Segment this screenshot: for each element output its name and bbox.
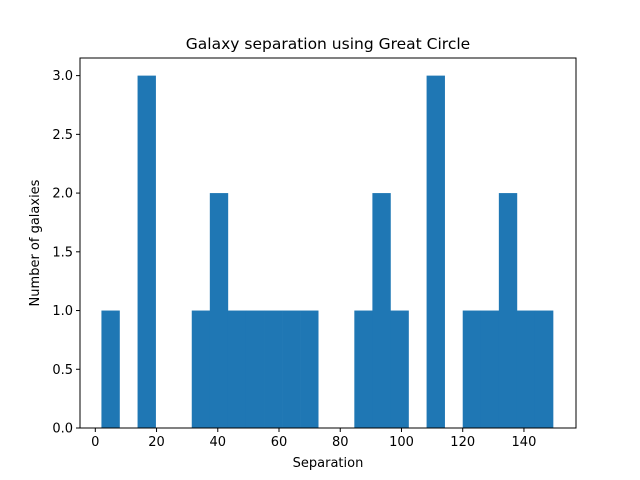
histogram-bar: [498, 193, 518, 428]
histogram-bar: [426, 75, 445, 428]
plot-frame: [79, 57, 577, 429]
histogram-bar: [137, 75, 156, 428]
x-axis-ticks: 0 20 40 60 80 100 120 140: [91, 428, 536, 450]
histogram-bar: [282, 310, 301, 428]
histogram-bar: [462, 310, 482, 428]
y-tick-label: 3.0: [52, 69, 73, 84]
y-axis-ticks: 0.0 0.5 1.0 1.5 2.0 2.5 3.0: [52, 69, 80, 437]
histogram-bar: [390, 310, 409, 428]
x-tick-label: 120: [450, 435, 475, 450]
x-axis-label: Separation: [293, 456, 364, 471]
x-tick-label: 60: [271, 435, 288, 450]
y-tick-label: 0.5: [52, 363, 73, 378]
y-tick-label: 2.0: [52, 187, 73, 202]
histogram-bar: [372, 193, 391, 428]
x-tick-label: 20: [148, 435, 165, 450]
chart-title: Galaxy separation using Great Circle: [186, 35, 470, 53]
histogram-bar: [101, 310, 120, 428]
histogram-bar: [300, 310, 319, 428]
y-tick-label: 1.0: [52, 304, 73, 319]
y-tick-label: 2.5: [52, 128, 73, 143]
x-tick-label: 100: [389, 435, 414, 450]
bars-group: [101, 75, 554, 428]
histogram-bar: [354, 310, 373, 428]
histogram-bar: [480, 310, 500, 428]
histogram-bar: [209, 193, 229, 428]
x-tick-label: 40: [210, 435, 227, 450]
x-tick-label: 0: [91, 435, 99, 450]
histogram-bar: [264, 310, 283, 428]
histogram-bar: [191, 310, 211, 428]
x-tick-label: 140: [512, 435, 537, 450]
histogram-bar: [516, 310, 536, 428]
histogram-bar: [245, 310, 265, 428]
y-axis-label: Number of galaxies: [28, 179, 43, 306]
y-tick-label: 0.0: [52, 422, 73, 437]
histogram-bar: [534, 310, 554, 428]
x-tick-label: 80: [332, 435, 349, 450]
histogram-bar: [227, 310, 247, 428]
y-tick-label: 1.5: [52, 245, 73, 260]
